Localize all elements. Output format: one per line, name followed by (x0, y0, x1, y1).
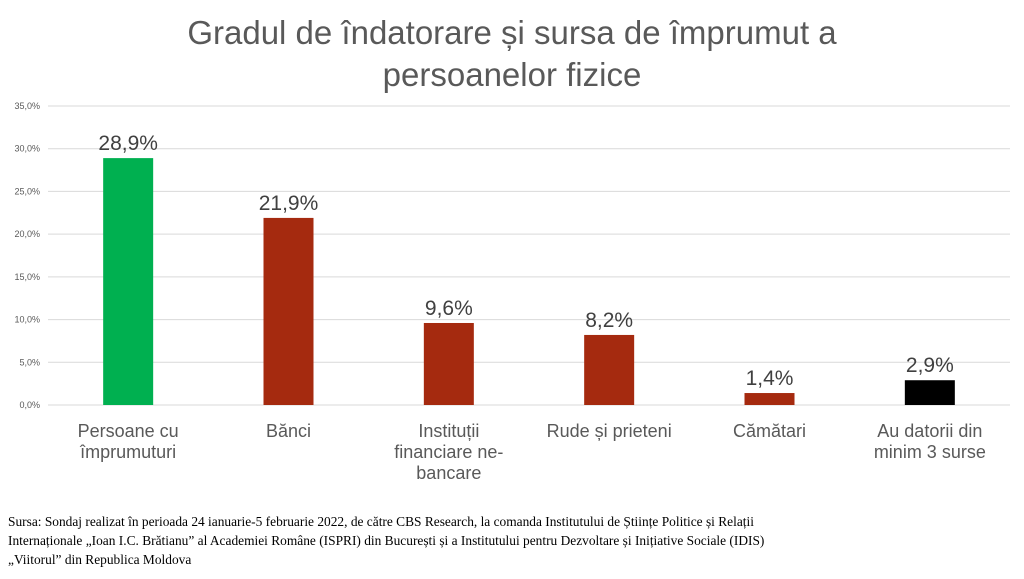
y-tick-label: 30,0% (14, 144, 40, 154)
data-label: 1,4% (746, 367, 794, 390)
source-line-2: Internaționale „Ioan I.C. Brătianu” al A… (8, 533, 765, 548)
chart-title-line-2: persoanelor fizice (382, 56, 642, 93)
data-label: 2,9% (906, 354, 954, 377)
bar (904, 380, 955, 405)
category-label: Au datorii din (877, 421, 982, 441)
y-tick-label: 20,0% (14, 229, 40, 239)
bar (103, 158, 154, 405)
category-label: financiare ne- (394, 442, 503, 462)
data-label: 9,6% (425, 297, 473, 320)
bar (744, 393, 795, 405)
category-label: minim 3 surse (874, 442, 986, 462)
category-label: Persoane cu (78, 421, 179, 441)
y-tick-label: 15,0% (14, 272, 40, 282)
chart-title-line-1: Gradul de îndatorare și sursa de împrumu… (187, 14, 837, 51)
category-label: bancare (416, 463, 481, 483)
y-tick-label: 35,0% (14, 101, 40, 111)
y-tick-label: 10,0% (14, 315, 40, 325)
data-labels: 28,9% 21,9% 9,6% 8,2% 1,4% 2,9% (98, 132, 953, 390)
bar (263, 217, 314, 405)
y-tick-label: 25,0% (14, 186, 40, 196)
source-note: Sursa: Sondaj realizat în perioada 24 ia… (8, 512, 1016, 569)
source-line-3: „Viitorul” din Republica Moldova (8, 552, 192, 567)
y-axis-tick-labels: 0,0% 5,0% 10,0% 15,0% 20,0% 25,0% 30,0% 35,0% (14, 101, 40, 410)
gridlines (48, 105, 1010, 406)
chart-title: Gradul de îndatorare și sursa de împrumu… (0, 12, 1024, 96)
category-label: Rude și prieteni (547, 421, 672, 441)
category-label: Instituții (418, 421, 479, 441)
category-label: împrumuturi (79, 442, 176, 462)
y-tick-label: 5,0% (19, 357, 40, 367)
bar (584, 334, 635, 405)
data-label: 21,9% (259, 192, 319, 215)
bar-chart: 0,0% 5,0% 10,0% 15,0% 20,0% 25,0% 30,0% 35,0% 2… (14, 101, 1010, 483)
source-line-1: Sursa: Sondaj realizat în perioada 24 ia… (8, 514, 754, 529)
category-label: Cămătari (733, 421, 806, 441)
data-label: 8,2% (585, 309, 633, 332)
bar (423, 322, 474, 405)
bars (103, 158, 955, 405)
data-label: 28,9% (98, 132, 158, 155)
y-tick-label: 0,0% (19, 400, 40, 410)
category-label: Bănci (266, 421, 311, 441)
